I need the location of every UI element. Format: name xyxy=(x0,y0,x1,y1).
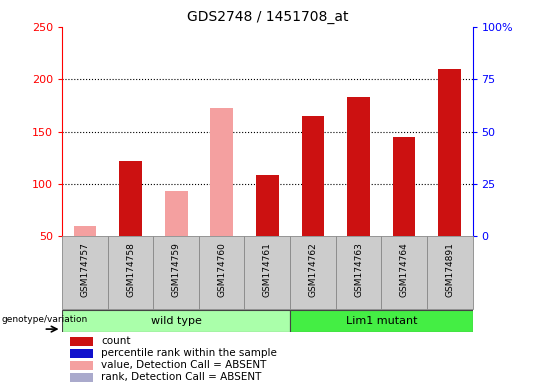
Title: GDS2748 / 1451708_at: GDS2748 / 1451708_at xyxy=(186,10,348,25)
FancyBboxPatch shape xyxy=(427,236,472,309)
Bar xyxy=(70,349,93,358)
Bar xyxy=(256,175,279,236)
Text: count: count xyxy=(101,336,131,346)
FancyBboxPatch shape xyxy=(290,310,472,332)
FancyBboxPatch shape xyxy=(290,236,336,309)
Bar xyxy=(70,361,93,369)
FancyBboxPatch shape xyxy=(62,310,290,332)
Text: GSM174761: GSM174761 xyxy=(263,242,272,297)
Bar xyxy=(393,137,415,236)
Bar xyxy=(70,336,93,346)
FancyBboxPatch shape xyxy=(245,236,290,309)
Text: GSM174757: GSM174757 xyxy=(80,242,90,297)
Bar xyxy=(438,69,461,236)
FancyBboxPatch shape xyxy=(153,236,199,309)
Text: percentile rank within the sample: percentile rank within the sample xyxy=(101,348,277,358)
Text: GSM174759: GSM174759 xyxy=(172,242,180,297)
Text: wild type: wild type xyxy=(151,316,201,326)
Text: GSM174758: GSM174758 xyxy=(126,242,135,297)
FancyBboxPatch shape xyxy=(199,236,245,309)
Text: GSM174763: GSM174763 xyxy=(354,242,363,297)
FancyBboxPatch shape xyxy=(62,236,107,309)
Text: genotype/variation: genotype/variation xyxy=(1,315,87,324)
Bar xyxy=(301,116,325,236)
Text: rank, Detection Call = ABSENT: rank, Detection Call = ABSENT xyxy=(101,372,261,382)
Text: GSM174762: GSM174762 xyxy=(308,242,318,297)
Bar xyxy=(210,109,233,236)
Text: Lim1 mutant: Lim1 mutant xyxy=(346,316,417,326)
Text: GSM174891: GSM174891 xyxy=(445,242,454,297)
FancyBboxPatch shape xyxy=(381,236,427,309)
Bar xyxy=(73,226,96,236)
Text: GSM174764: GSM174764 xyxy=(400,242,409,297)
Bar xyxy=(165,191,187,236)
Bar xyxy=(347,97,370,236)
Text: value, Detection Call = ABSENT: value, Detection Call = ABSENT xyxy=(101,360,266,370)
FancyBboxPatch shape xyxy=(336,236,381,309)
Text: GSM174760: GSM174760 xyxy=(217,242,226,297)
Bar xyxy=(70,372,93,382)
Bar xyxy=(119,161,142,236)
FancyBboxPatch shape xyxy=(107,236,153,309)
